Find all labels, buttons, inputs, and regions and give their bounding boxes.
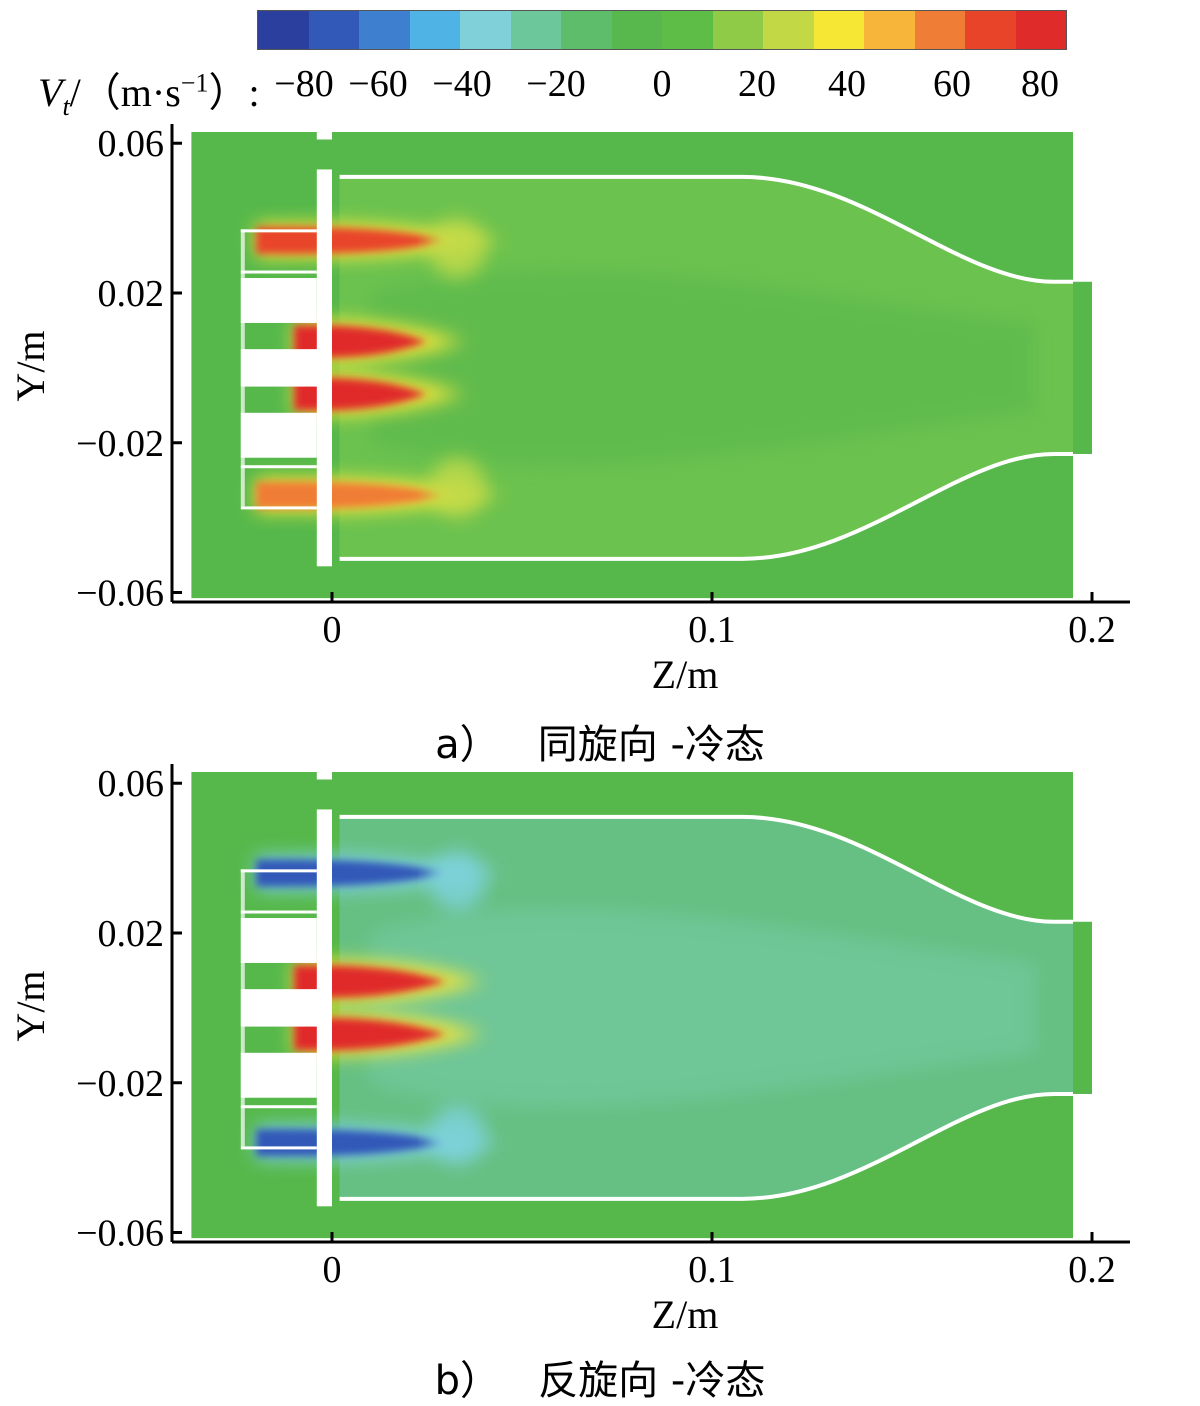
jet-core xyxy=(256,1128,446,1157)
x-tick-label: 0.2 xyxy=(1068,609,1116,651)
colorbar-tick: 20 xyxy=(738,63,776,105)
colorbar-label-sub: t xyxy=(62,92,70,121)
colorbar-label-unit: /（m·s xyxy=(69,70,181,115)
panel-b-caption-label: b） xyxy=(434,1358,501,1404)
colorbar-swatch xyxy=(662,11,713,49)
colorbar-swatch xyxy=(712,11,763,49)
x-tick-label: 0.1 xyxy=(688,609,736,651)
liner-wall-lower xyxy=(339,1091,1073,1201)
recirculation-bubble xyxy=(429,218,486,279)
dome-plate xyxy=(316,169,332,567)
colorbar-swatch xyxy=(510,11,561,49)
panel-a-caption: a） 同旋向 -冷态 xyxy=(0,712,1200,770)
x-axis-label: Z/m xyxy=(652,652,719,697)
liner-wall-upper xyxy=(339,814,1073,924)
jet-core xyxy=(256,481,446,509)
colorbar-swatch xyxy=(763,11,814,49)
recirculation-bubble xyxy=(429,1105,486,1166)
panel-a: 0.06 0.02 −0.02 −0.06 0 0.1 0.2 Z/m Y/m xyxy=(8,123,1130,697)
heatmap-field xyxy=(191,772,1092,1239)
axes: 0.06 0.02 −0.02 −0.06 0 0.1 0.2 Z/m Y/m xyxy=(8,123,1130,697)
colorbar-label-var: V xyxy=(38,70,63,115)
axes: 0.06 0.02 −0.02 −0.06 0 0.1 0.2 Z/m Y/m xyxy=(8,763,1130,1337)
colorbar-swatch xyxy=(813,11,864,49)
colorbar-swatch xyxy=(561,11,612,49)
colorbar-swatch xyxy=(914,11,965,49)
y-tick-label: −0.02 xyxy=(76,423,164,465)
y-tick-label: −0.06 xyxy=(76,1213,164,1255)
heatmap-field xyxy=(191,132,1092,599)
colorbar-tick: 60 xyxy=(933,63,971,105)
colorbar-label-tail: ）: xyxy=(208,70,260,115)
y-tick-label: 0.06 xyxy=(98,763,165,805)
colorbar-swatch xyxy=(1015,11,1066,49)
panel-b-caption-text: 反旋向 -冷态 xyxy=(538,1358,766,1404)
x-tick-label: 0.1 xyxy=(688,1249,736,1291)
colorbar-label: Vt/（m·s−1）: xyxy=(38,60,260,122)
dome-plate xyxy=(316,809,332,1207)
outlet-domain xyxy=(1073,281,1092,454)
dome-notch xyxy=(316,132,332,140)
x-tick-label: 0.2 xyxy=(1068,1249,1116,1291)
panel-a-caption-text: 同旋向 -冷态 xyxy=(537,722,765,768)
liner-wall-lower xyxy=(339,451,1073,561)
colorbar-swatch xyxy=(460,11,511,49)
colorbar-swatch xyxy=(308,11,359,49)
colorbar-tick: −80 xyxy=(274,63,334,105)
colorbar-label-exp: −1 xyxy=(180,68,209,98)
colorbar-swatch xyxy=(864,11,915,49)
colorbar-swatch xyxy=(409,11,460,49)
colorbar-swatch xyxy=(359,11,410,49)
core-wake xyxy=(370,269,1035,467)
colorbar-tick: −20 xyxy=(526,63,586,105)
y-tick-label: 0.06 xyxy=(98,123,165,165)
y-axis-label: Y/m xyxy=(8,330,53,401)
colorbar-tick: 40 xyxy=(828,63,866,105)
core-wake xyxy=(370,909,1035,1107)
colorbar-swatch xyxy=(258,11,309,49)
panel-b: 0.06 0.02 −0.02 −0.06 0 0.1 0.2 Z/m Y/m xyxy=(8,763,1130,1337)
recirculation-bubble xyxy=(429,850,486,911)
x-tick-label: 0 xyxy=(323,1249,342,1291)
colorbar-tick: −40 xyxy=(432,63,492,105)
x-axis-label: Z/m xyxy=(652,1292,719,1337)
jet-core xyxy=(256,226,446,255)
swirler-hardware xyxy=(240,869,321,1150)
y-tick-label: 0.02 xyxy=(98,913,165,955)
recirculation-bubble xyxy=(429,457,486,518)
colorbar-tick: 80 xyxy=(1021,63,1059,105)
y-tick-label: 0.02 xyxy=(98,273,165,315)
outlet-domain xyxy=(1073,921,1092,1094)
colorbar-tick: 0 xyxy=(652,63,672,105)
jet-core xyxy=(256,859,446,887)
panel-b-caption: b） 反旋向 -冷态 xyxy=(0,1348,1200,1406)
swirler-hardware xyxy=(240,229,321,510)
colorbar xyxy=(257,10,1067,50)
colorbar-swatch xyxy=(965,11,1016,49)
y-axis-label: Y/m xyxy=(8,970,53,1041)
colorbar-swatch xyxy=(611,11,662,49)
x-tick-label: 0 xyxy=(323,609,342,651)
dome-notch xyxy=(316,772,332,780)
y-tick-label: −0.02 xyxy=(76,1063,164,1105)
y-tick-label: −0.06 xyxy=(76,573,164,615)
colorbar-tick: −60 xyxy=(348,63,408,105)
panel-a-caption-label: a） xyxy=(435,722,500,768)
liner-wall-upper xyxy=(339,174,1073,284)
